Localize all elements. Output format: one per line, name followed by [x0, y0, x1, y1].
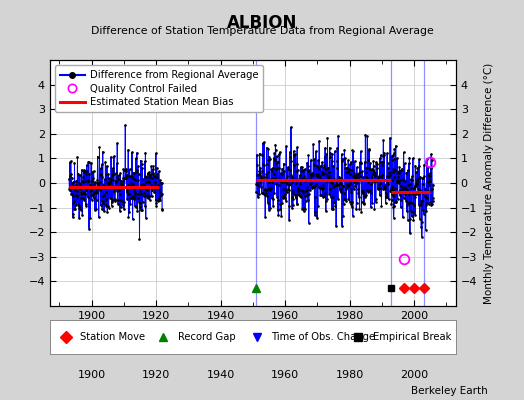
- Text: 1980: 1980: [335, 370, 364, 380]
- Text: 1900: 1900: [78, 370, 106, 380]
- Text: Station Move: Station Move: [80, 332, 145, 342]
- Legend: Difference from Regional Average, Quality Control Failed, Estimated Station Mean: Difference from Regional Average, Qualit…: [55, 65, 264, 112]
- Text: Berkeley Earth: Berkeley Earth: [411, 386, 487, 396]
- Y-axis label: Monthly Temperature Anomaly Difference (°C): Monthly Temperature Anomaly Difference (…: [484, 62, 494, 304]
- Text: Difference of Station Temperature Data from Regional Average: Difference of Station Temperature Data f…: [91, 26, 433, 36]
- Text: 1920: 1920: [142, 370, 170, 380]
- Text: Time of Obs. Change: Time of Obs. Change: [271, 332, 375, 342]
- Text: 1960: 1960: [271, 370, 299, 380]
- Text: Record Gap: Record Gap: [178, 332, 235, 342]
- Text: ALBION: ALBION: [227, 14, 297, 32]
- Text: Empirical Break: Empirical Break: [373, 332, 451, 342]
- Text: 1940: 1940: [206, 370, 235, 380]
- Text: 2000: 2000: [400, 370, 428, 380]
